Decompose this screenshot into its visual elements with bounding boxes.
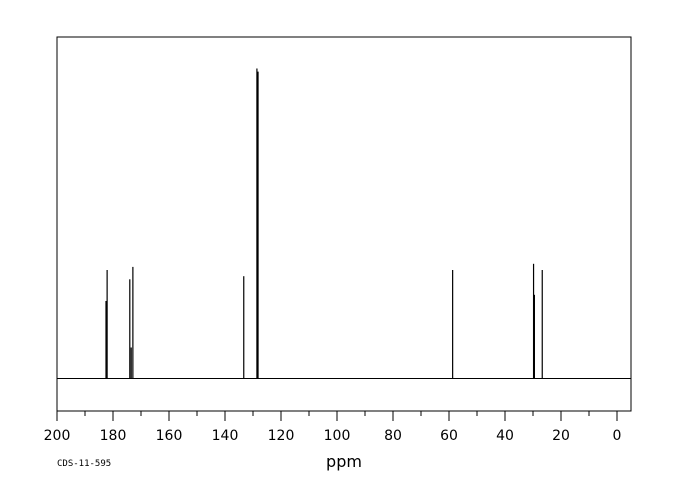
x-tick-label-120: 120 (268, 428, 295, 444)
x-tick-label-20: 20 (552, 428, 570, 444)
x-tick-label-140: 140 (212, 428, 239, 444)
x-tick-label-80: 80 (384, 428, 402, 444)
x-tick-label-100: 100 (324, 428, 351, 444)
x-tick-label-200: 200 (44, 428, 71, 444)
x-tick-label-60: 60 (440, 428, 458, 444)
spectrum-id-label: CDS-11-595 (57, 459, 111, 469)
x-tick-label-160: 160 (156, 428, 183, 444)
x-tick-label-40: 40 (496, 428, 514, 444)
x-axis-label: ppm (326, 452, 362, 471)
plot-frame (56, 36, 632, 412)
x-tick-label-180: 180 (100, 428, 127, 444)
x-axis-ticks: 200 180 160 140 120 100 80 60 40 20 0 (44, 411, 622, 444)
peaks-group (105, 68, 543, 379)
x-tick-label-0: 0 (613, 428, 622, 444)
